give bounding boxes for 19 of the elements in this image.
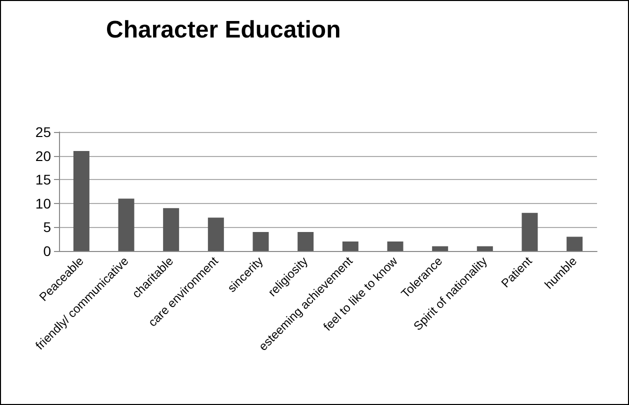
bar bbox=[522, 212, 538, 251]
y-tick-label: 0 bbox=[43, 243, 52, 259]
y-tick-label: 15 bbox=[35, 172, 52, 188]
chart-title: Character Education bbox=[106, 16, 341, 44]
bar bbox=[163, 208, 180, 251]
bar bbox=[566, 236, 583, 251]
y-tick-label: 10 bbox=[35, 195, 52, 212]
bar bbox=[73, 151, 90, 251]
y-tick-label: 25 bbox=[35, 124, 52, 140]
bar bbox=[476, 246, 493, 251]
bar bbox=[118, 198, 134, 251]
bar bbox=[252, 232, 269, 251]
y-tick-label: 5 bbox=[43, 219, 52, 236]
bar bbox=[342, 241, 358, 251]
bar bbox=[208, 218, 224, 251]
bar bbox=[298, 232, 314, 251]
bar bbox=[432, 246, 448, 251]
bar bbox=[387, 241, 404, 251]
y-tick-label: 20 bbox=[35, 148, 52, 164]
